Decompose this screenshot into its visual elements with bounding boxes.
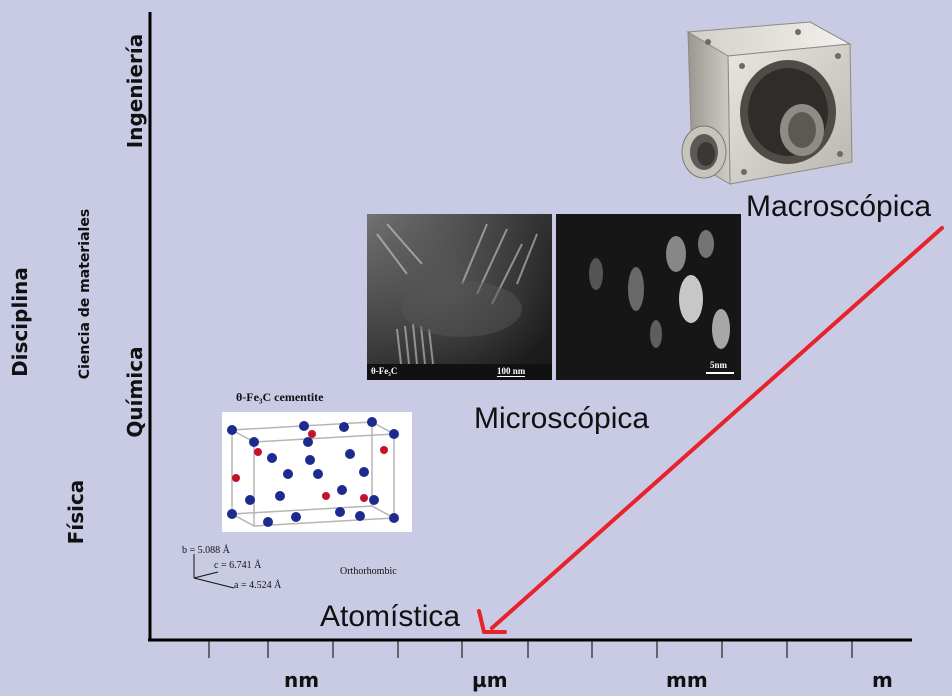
x-unit-um: µm <box>472 668 508 692</box>
lattice-b: b = 5.088 Å <box>182 545 230 556</box>
scale-arrow-line <box>490 226 944 630</box>
micro-label: Microscópica <box>474 402 650 435</box>
y-level-quimica: Química <box>123 346 147 438</box>
micrograph-left-label: θ-Fe₃C <box>371 366 398 376</box>
lattice-c: c = 6.741 Å <box>214 560 262 571</box>
micrograph-right: 5nm <box>556 214 741 380</box>
lattice-a: a = 4.524 Å <box>234 580 282 591</box>
crystal-title: θ-Fe₃C cementite <box>236 390 324 404</box>
crystal-system: Orthorhombic <box>340 566 397 577</box>
micrograph-left: θ-Fe₃C 100 nm <box>367 214 552 380</box>
lattice-axes-icon <box>193 554 235 589</box>
micrograph-left-scale: 100 nm <box>497 366 526 377</box>
gearbox-housing-image <box>681 21 853 185</box>
scale-arrow-head <box>477 609 507 634</box>
y-level-ingenieria: Ingeniería <box>123 33 147 149</box>
atomic-label: Atomística <box>320 600 461 633</box>
y-level-ciencia-materiales: Ciencia de materiales <box>77 208 93 380</box>
y-level-fisica: Física <box>64 479 88 545</box>
micrograph-left-texture <box>367 214 552 380</box>
x-unit-nm: nm <box>284 668 320 692</box>
x-unit-mm: mm <box>666 668 708 692</box>
micrograph-right-scale: 5nm <box>710 360 728 370</box>
crystal-structure-diagram <box>222 412 412 532</box>
micrograph-right-texture <box>556 214 741 380</box>
macro-label: Macroscópica <box>746 190 932 223</box>
y-axis-title: Disciplina <box>8 267 32 377</box>
x-unit-m: m <box>872 668 893 692</box>
